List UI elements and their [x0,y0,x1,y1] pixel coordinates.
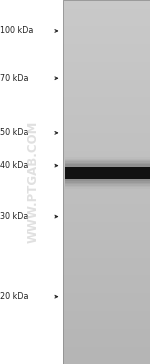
Bar [64,163,150,166]
Bar [64,179,150,183]
Bar [64,157,150,166]
Bar [64,179,150,184]
Text: 70 kDa: 70 kDa [0,74,28,83]
Bar [64,166,150,179]
Bar [64,161,150,166]
Text: 20 kDa: 20 kDa [0,292,28,301]
Text: 30 kDa: 30 kDa [0,212,28,221]
Bar [64,165,150,166]
Text: 50 kDa: 50 kDa [0,128,28,137]
Bar [63,0,150,364]
Text: WWW.PTGAB.COM: WWW.PTGAB.COM [27,121,39,243]
Text: 100 kDa: 100 kDa [0,27,33,35]
Bar [64,179,150,189]
Text: 40 kDa: 40 kDa [0,161,28,170]
Bar [64,179,150,186]
Bar [64,158,150,166]
Bar [64,179,150,181]
Bar [64,179,150,187]
Bar [64,160,150,166]
